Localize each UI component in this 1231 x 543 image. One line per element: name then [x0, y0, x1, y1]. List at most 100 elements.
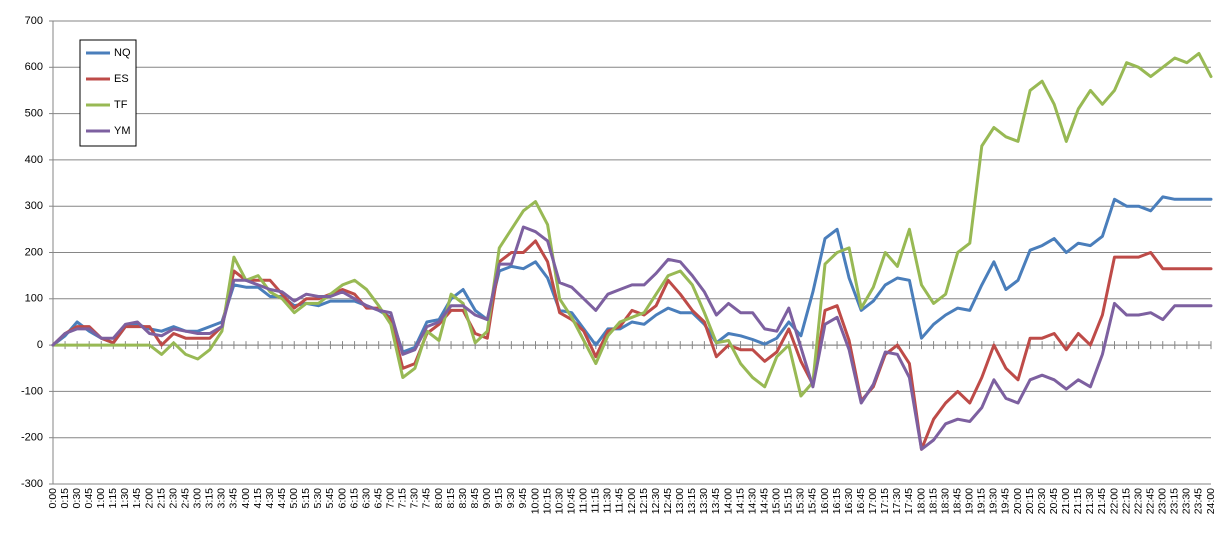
- y-tick-label: 100: [25, 293, 43, 305]
- x-tick-label: 18:45: [951, 488, 963, 514]
- x-tick-label: 17:15: [879, 488, 891, 514]
- x-tick-label: 9:00: [481, 488, 493, 509]
- x-tick-label: 21:15: [1072, 488, 1084, 514]
- x-tick-label: 6:15: [348, 488, 360, 509]
- x-tick-label: 16:30: [843, 488, 855, 514]
- x-tick-label: 13:15: [686, 488, 698, 514]
- y-tick-label: -100: [21, 385, 43, 397]
- x-tick-label: 0:15: [59, 488, 71, 509]
- x-tick-label: 22:00: [1108, 488, 1120, 514]
- x-tick-label: 23:00: [1157, 488, 1169, 514]
- legend-label: ES: [114, 73, 129, 85]
- y-tick-label: 300: [25, 200, 43, 212]
- x-tick-label: 21:00: [1060, 488, 1072, 514]
- x-tick-label: 21:45: [1096, 488, 1108, 514]
- x-tick-label: 6:00: [336, 488, 348, 509]
- x-tick-label: 10:00: [529, 488, 541, 514]
- x-tick-label: 5:00: [288, 488, 300, 509]
- x-tick-label: 12:00: [626, 488, 638, 514]
- x-tick-label: 13:30: [698, 488, 710, 514]
- x-tick-label: 3:30: [216, 488, 228, 509]
- x-tick-label: 7:00: [385, 488, 397, 509]
- x-tick-label: 17:45: [903, 488, 915, 514]
- x-tick-label: 15:45: [807, 488, 819, 514]
- x-tick-label: 1:30: [119, 488, 131, 509]
- y-tick-label: 0: [37, 339, 43, 351]
- y-tick-label: 200: [25, 246, 43, 258]
- x-tick-label: 8:45: [469, 488, 481, 509]
- x-tick-label: 9:45: [517, 488, 529, 509]
- x-tick-label: 5:30: [312, 488, 324, 509]
- x-tick-label: 12:15: [638, 488, 650, 514]
- x-tick-label: 6:45: [372, 488, 384, 509]
- x-tick-label: 22:15: [1120, 488, 1132, 514]
- x-tick-label: 11:30: [602, 488, 614, 514]
- x-tick-label: 16:00: [819, 488, 831, 514]
- x-tick-label: 8:00: [433, 488, 445, 509]
- x-tick-label: 20:15: [1024, 488, 1036, 514]
- x-tick-label: 4:45: [276, 488, 288, 509]
- x-tick-label: 13:00: [674, 488, 686, 514]
- x-tick-label: 5:15: [300, 488, 312, 509]
- y-tick-label: 500: [25, 108, 43, 120]
- x-tick-label: 1:00: [95, 488, 107, 509]
- x-tick-label: 19:30: [988, 488, 1000, 514]
- x-tick-label: 2:15: [155, 488, 167, 509]
- x-tick-label: 9:30: [505, 488, 517, 509]
- x-tick-label: 3:45: [228, 488, 240, 509]
- x-tick-label: 13:45: [710, 488, 722, 514]
- x-tick-label: 8:30: [457, 488, 469, 509]
- x-tick-label: 5:45: [324, 488, 336, 509]
- legend-label: TF: [114, 99, 128, 111]
- x-tick-label: 11:45: [614, 488, 626, 514]
- x-tick-label: 10:45: [565, 488, 577, 514]
- x-tick-label: 4:00: [240, 488, 252, 509]
- x-tick-label: 16:45: [855, 488, 867, 514]
- x-tick-label: 7:45: [421, 488, 433, 509]
- legend-box: [79, 39, 137, 147]
- x-tick-label: 15:00: [771, 488, 783, 514]
- x-tick-label: 8:15: [445, 488, 457, 509]
- x-tick-label: 17:30: [891, 488, 903, 514]
- x-tick-label: 2:00: [143, 488, 155, 509]
- x-tick-label: 22:30: [1132, 488, 1144, 514]
- x-tick-label: 19:00: [964, 488, 976, 514]
- x-tick-label: 23:15: [1169, 488, 1181, 514]
- x-tick-label: 3:00: [192, 488, 204, 509]
- x-tick-label: 0:45: [83, 488, 95, 509]
- x-tick-label: 17:00: [867, 488, 879, 514]
- x-tick-label: 7:30: [409, 488, 421, 509]
- x-tick-label: 0:00: [47, 488, 59, 509]
- x-tick-label: 15:30: [795, 488, 807, 514]
- x-tick-label: 14:45: [758, 488, 770, 514]
- legend: NQ ES TF YM: [79, 39, 137, 147]
- x-tick-label: 14:00: [722, 488, 734, 514]
- x-tick-label: 20:45: [1048, 488, 1060, 514]
- x-tick-label: 19:15: [976, 488, 988, 514]
- x-tick-label: 3:15: [204, 488, 216, 509]
- x-tick-label: 19:45: [1000, 488, 1012, 514]
- x-tick-label: 21:30: [1084, 488, 1096, 514]
- x-tick-label: 18:00: [915, 488, 927, 514]
- x-tick-label: 12:30: [650, 488, 662, 514]
- x-tick-label: 23:30: [1181, 488, 1193, 514]
- x-tick-label: 2:45: [179, 488, 191, 509]
- y-tick-label: 400: [25, 154, 43, 166]
- x-tick-label: 1:15: [107, 488, 119, 509]
- x-tick-label: 24:00: [1205, 488, 1217, 514]
- x-tick-label: 4:15: [252, 488, 264, 509]
- series-line: [51, 195, 1213, 354]
- y-tick-label: 600: [25, 61, 43, 73]
- x-tick-label: 14:15: [734, 488, 746, 514]
- x-tick-label: 16:15: [831, 488, 843, 514]
- x-tick-label: 11:00: [578, 488, 590, 514]
- x-tick-label: 10:15: [541, 488, 553, 514]
- x-tick-label: 22:45: [1144, 488, 1156, 514]
- x-tick-label: 18:30: [939, 488, 951, 514]
- y-tick-label: 700: [25, 15, 43, 27]
- x-tick-label: 10:30: [553, 488, 565, 514]
- x-tick-label: 23:45: [1193, 488, 1205, 514]
- x-tick-label: 2:30: [167, 488, 179, 509]
